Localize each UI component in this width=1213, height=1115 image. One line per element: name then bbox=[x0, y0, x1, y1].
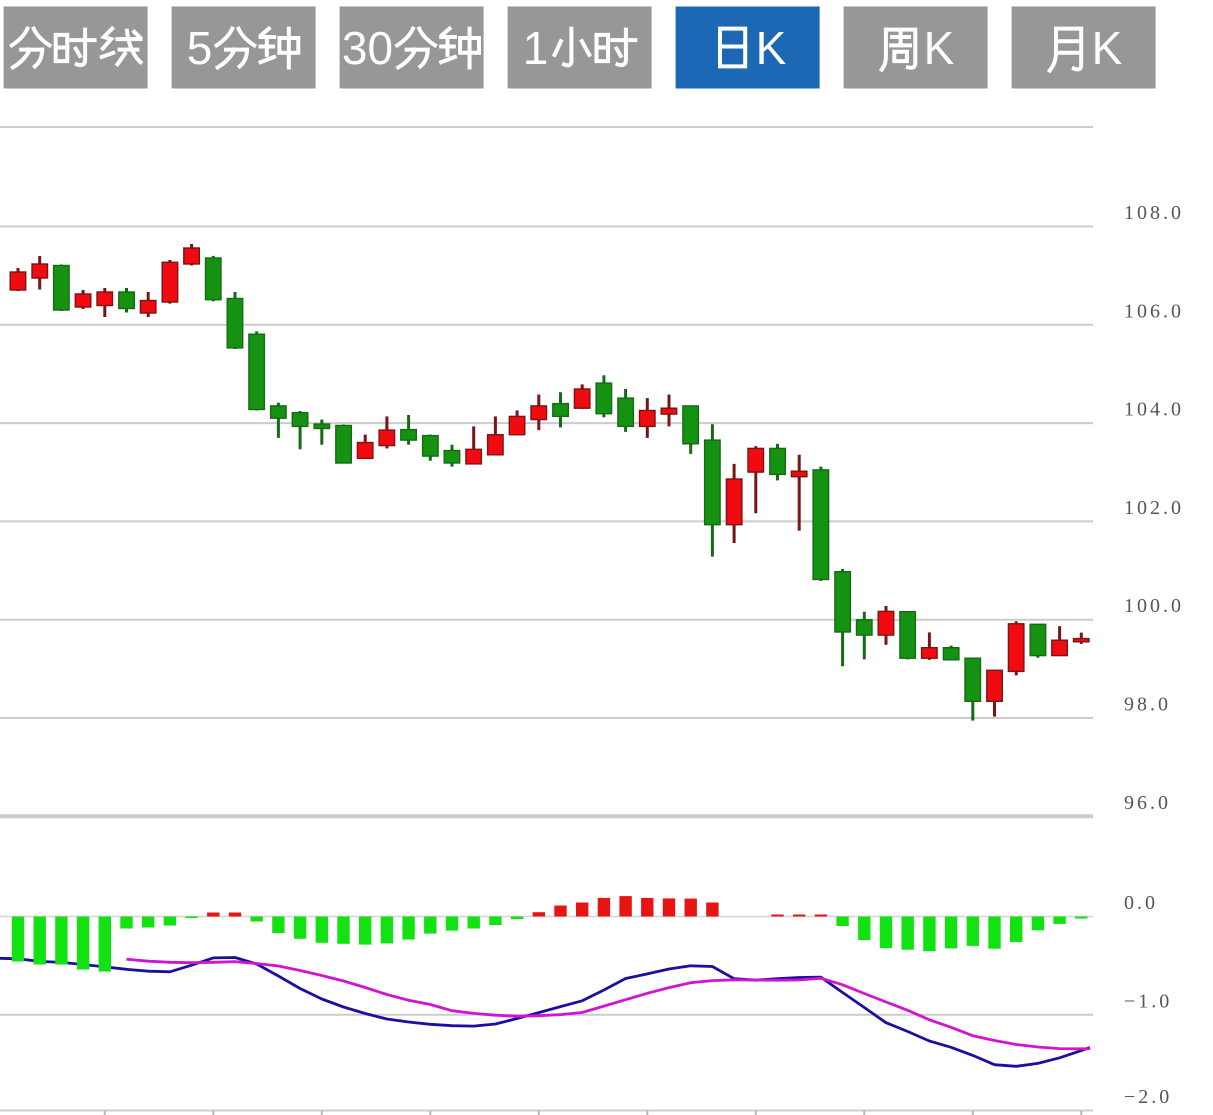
svg-text:102.0: 102.0 bbox=[1124, 497, 1184, 519]
svg-text:98.0: 98.0 bbox=[1124, 694, 1171, 716]
svg-text:30: 30 bbox=[342, 22, 393, 74]
svg-text:100.0: 100.0 bbox=[1124, 595, 1184, 617]
svg-text:108.0: 108.0 bbox=[1124, 202, 1184, 224]
svg-text:1: 1 bbox=[523, 22, 549, 74]
svg-text:5: 5 bbox=[187, 22, 213, 74]
svg-text:96.0: 96.0 bbox=[1124, 792, 1171, 814]
svg-text:−1.0: −1.0 bbox=[1124, 990, 1172, 1012]
svg-text:K: K bbox=[924, 22, 955, 74]
svg-text:−2.0: −2.0 bbox=[1124, 1086, 1172, 1108]
svg-text:K: K bbox=[1092, 22, 1123, 74]
svg-text:K: K bbox=[756, 22, 787, 74]
svg-text:0.0: 0.0 bbox=[1124, 892, 1158, 914]
svg-text:104.0: 104.0 bbox=[1124, 399, 1184, 421]
svg-text:106.0: 106.0 bbox=[1124, 300, 1184, 322]
